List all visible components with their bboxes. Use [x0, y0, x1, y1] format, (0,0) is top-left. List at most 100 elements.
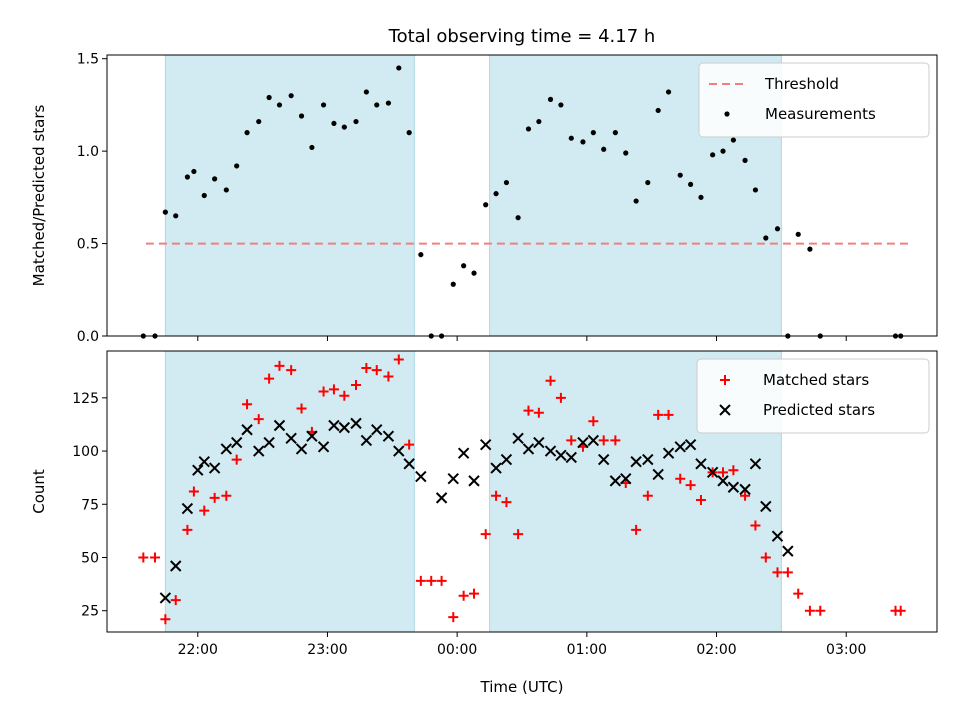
x-tick: 02:00 [696, 632, 737, 658]
data-point [662, 447, 675, 459]
data-point [149, 552, 160, 563]
data-point [253, 414, 264, 425]
data-point [555, 392, 566, 403]
y-tick-label: 75 [81, 497, 99, 513]
y-axis-label: Count [30, 469, 48, 514]
data-point [490, 462, 502, 474]
legend-label: Measurements [765, 105, 876, 123]
data-point [426, 575, 437, 586]
data-point [685, 480, 696, 491]
data-point [234, 163, 240, 169]
data-point [418, 252, 424, 258]
data-point [266, 94, 272, 101]
data-point [633, 198, 639, 204]
data-point [173, 213, 179, 219]
data-point [653, 409, 664, 420]
data-point [642, 490, 653, 501]
legend-label: Threshold [764, 75, 839, 93]
data-point [306, 430, 318, 442]
ratio-panel: 0.0 0.5 1.0 1.5 Total observing time = 4.17 … [30, 26, 938, 345]
data-point [162, 209, 168, 215]
data-point [547, 96, 554, 102]
data-point [264, 373, 275, 384]
data-point [276, 102, 283, 108]
data-point [201, 192, 207, 199]
series-predicted-stars [159, 417, 794, 604]
data-point [665, 89, 672, 95]
data-point [675, 473, 686, 484]
data-point [403, 458, 415, 470]
data-point [209, 492, 220, 503]
data-point [742, 157, 748, 163]
y-tick-label: 100 [72, 444, 99, 460]
data-point [328, 419, 340, 432]
data-point [241, 424, 253, 436]
data-point [566, 435, 577, 446]
data-point [807, 246, 813, 252]
data-point [739, 483, 751, 496]
y-tick-label: 0.5 [77, 237, 99, 253]
data-point [170, 595, 181, 606]
data-point [717, 475, 729, 487]
data-point [895, 605, 906, 616]
data-point [597, 453, 610, 466]
data-point [231, 454, 242, 465]
data-point [479, 438, 492, 451]
legend: Threshold Measurements [698, 62, 930, 138]
data-point [406, 130, 412, 136]
x-tick-label: 01:00 [567, 642, 607, 658]
x-axis-label: Time (UTC) [480, 678, 564, 696]
y-tick: 1.5 [77, 52, 107, 68]
legend-marker [724, 111, 730, 117]
data-point [710, 152, 716, 158]
y-tick-label: 1.0 [77, 144, 99, 160]
data-point [448, 612, 459, 623]
data-point [288, 93, 294, 99]
data-point [435, 492, 448, 504]
data-point [815, 605, 826, 616]
data-point [525, 126, 532, 132]
legend-label: Matched stars [763, 371, 869, 389]
data-point [763, 235, 769, 241]
data-point [630, 455, 642, 468]
data-point [568, 135, 574, 141]
data-point [461, 263, 467, 269]
data-point [730, 137, 736, 143]
data-point [220, 443, 233, 455]
data-point [512, 432, 524, 444]
data-point [698, 194, 704, 200]
data-point [674, 441, 686, 453]
data-point [374, 102, 380, 108]
data-point [138, 552, 149, 563]
y-tick-label: 50 [81, 550, 99, 566]
data-point [393, 445, 405, 457]
data-point [631, 524, 642, 535]
x-tick-label: 23:00 [307, 642, 347, 658]
data-point [536, 118, 542, 125]
data-point [182, 524, 193, 535]
observing-window-shade [164, 350, 415, 633]
data-point [361, 363, 372, 374]
data-point [273, 419, 286, 432]
data-point [598, 435, 609, 446]
x-tick-label: 22:00 [178, 642, 218, 658]
data-point [749, 458, 762, 470]
data-point [170, 560, 182, 572]
legend-marker [719, 404, 731, 416]
data-point [339, 390, 350, 401]
data-point [558, 102, 564, 108]
data-point [363, 89, 369, 95]
data-point [404, 439, 415, 450]
data-point [360, 434, 373, 447]
data-point [371, 424, 383, 436]
data-point [199, 505, 210, 516]
data-point [652, 468, 664, 481]
x-tick-label: 03:00 [826, 642, 866, 658]
data-point [706, 466, 719, 479]
data-point [415, 470, 427, 483]
data-point [450, 281, 456, 287]
data-point [341, 124, 347, 130]
data-point [415, 575, 426, 586]
data-point [503, 179, 510, 186]
